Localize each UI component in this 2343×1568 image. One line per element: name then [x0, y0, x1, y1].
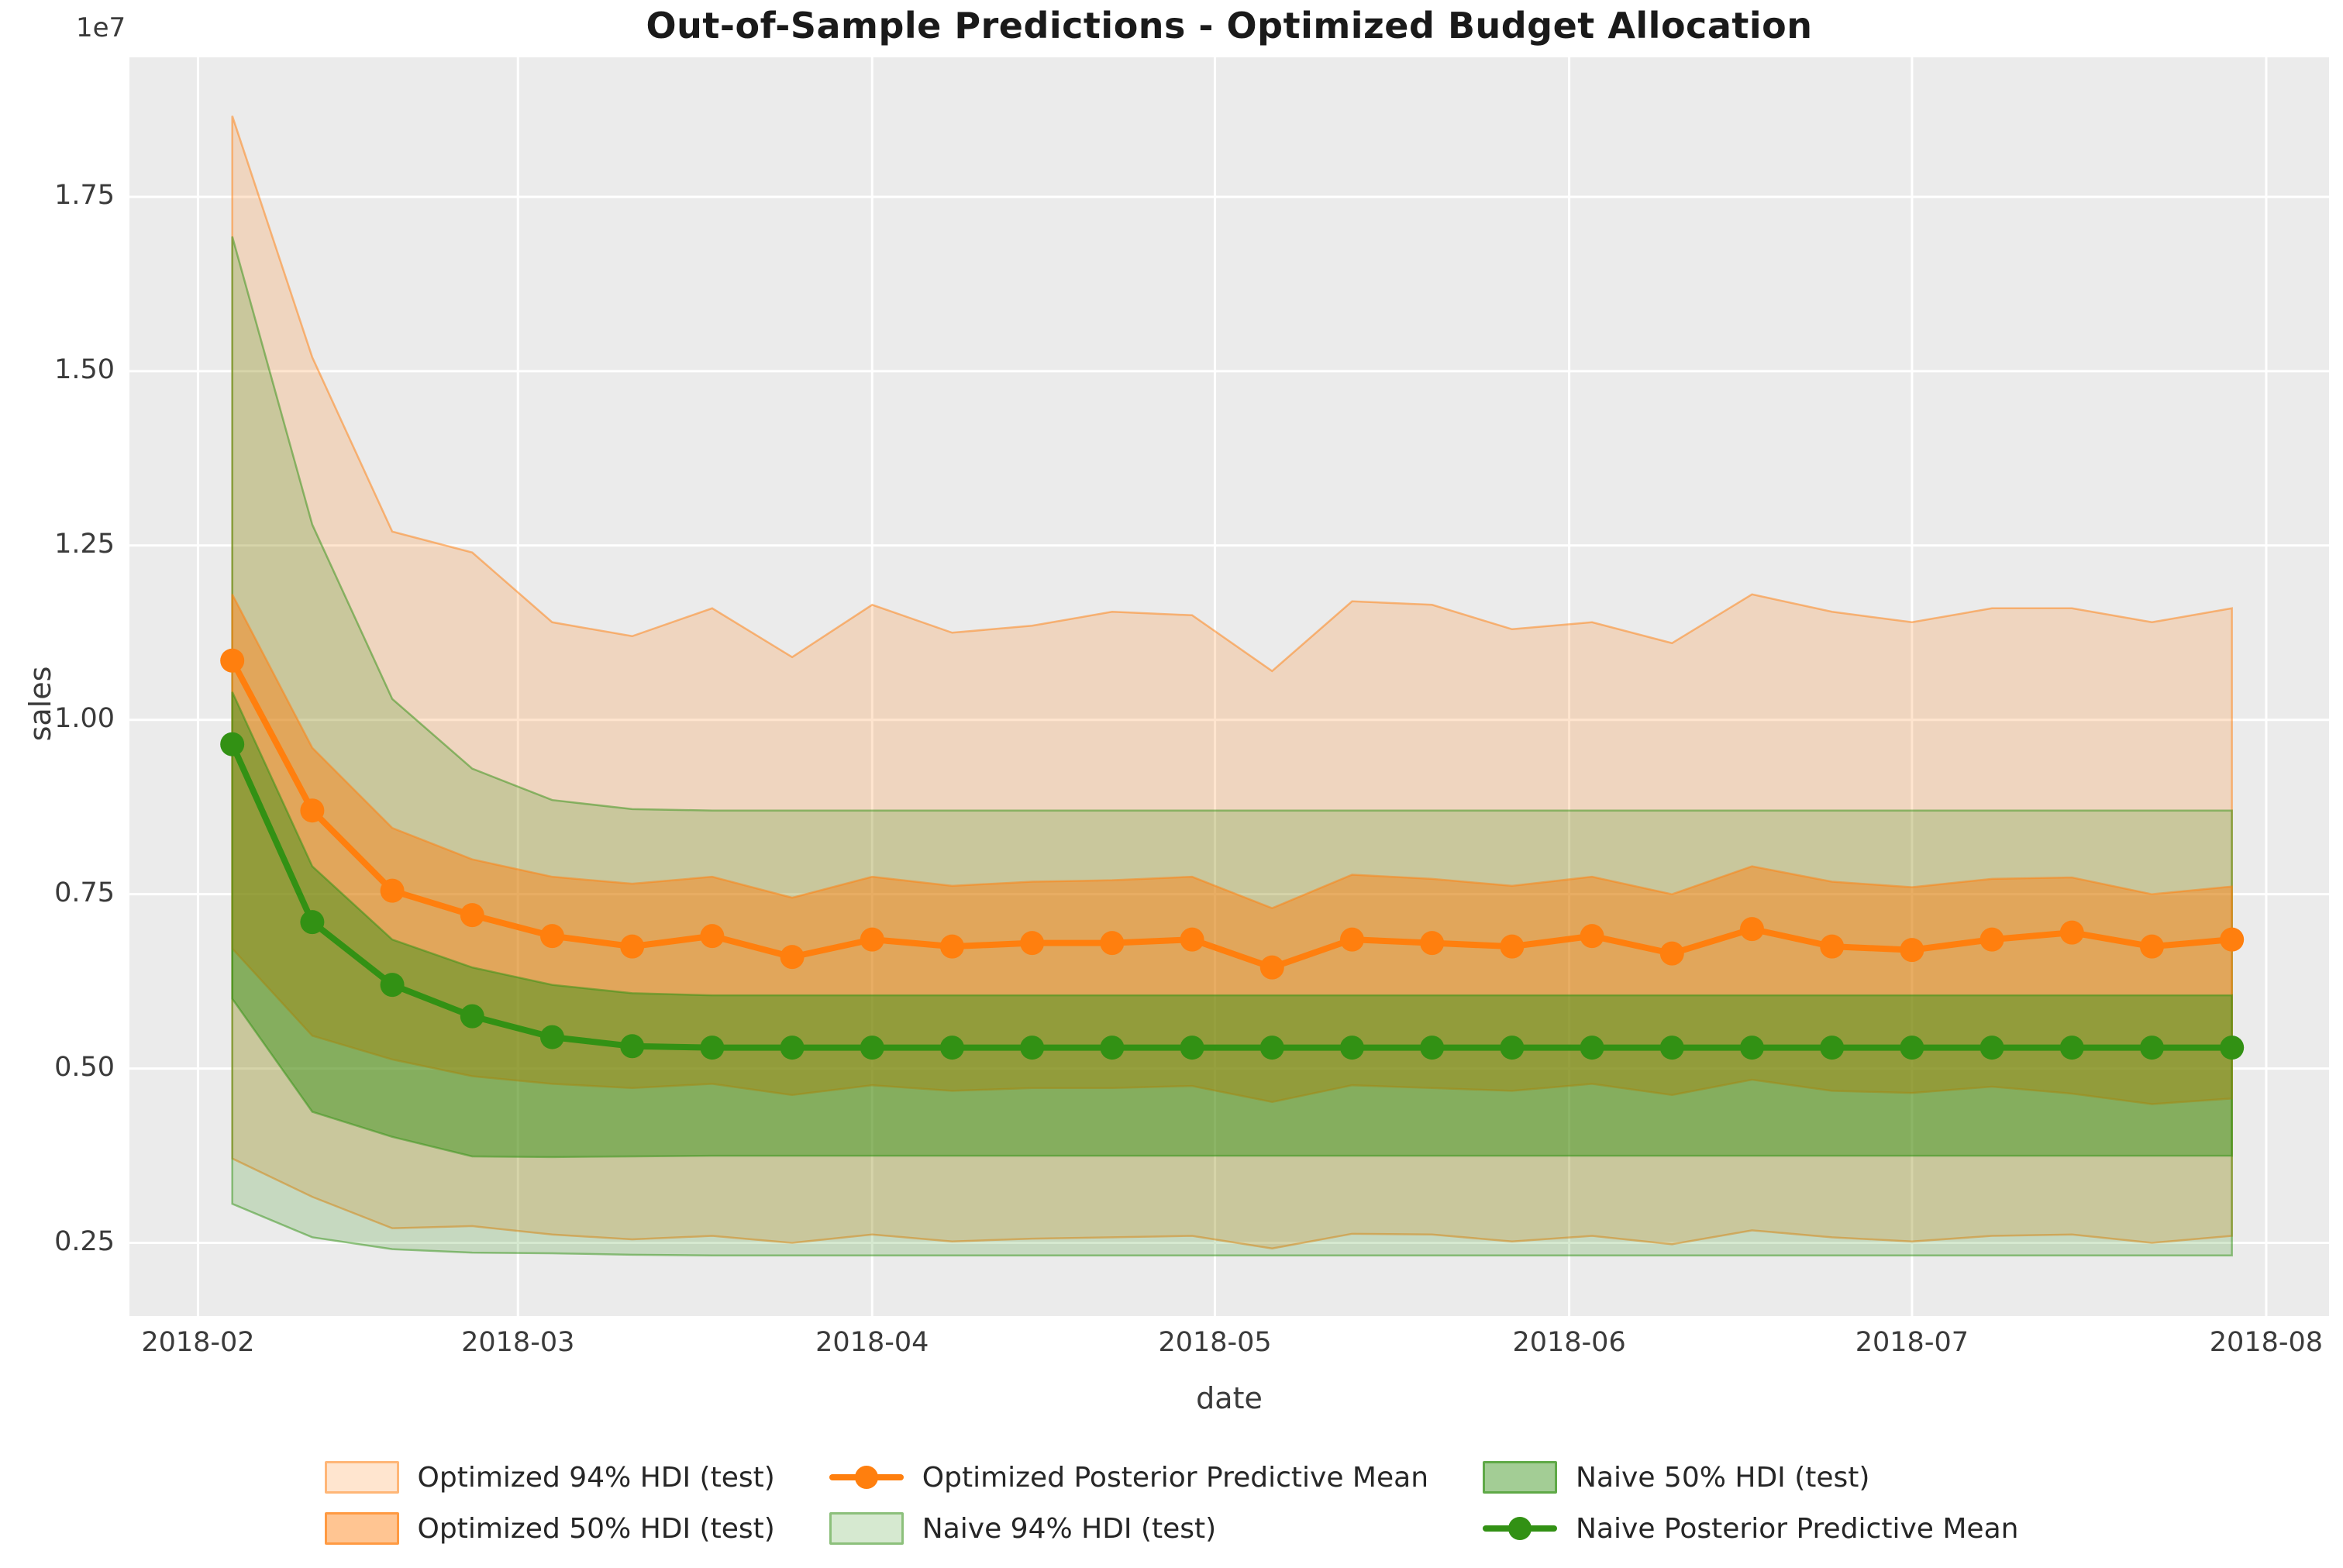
marker-naive-posterior-predictive-mean [1020, 1036, 1045, 1060]
marker-naive-posterior-predictive-mean [860, 1036, 884, 1060]
marker-naive-posterior-predictive-mean [1900, 1036, 1924, 1060]
marker-naive-posterior-predictive-mean [1339, 1036, 1364, 1060]
x-tick-label: 2018-02 [141, 1327, 255, 1358]
marker-naive-posterior-predictive-mean [620, 1034, 645, 1059]
line-naive-posterior-predictive-mean [229, 743, 2232, 1051]
marker-naive-posterior-predictive-mean [1100, 1036, 1125, 1060]
y-tick-label: 0.50 [54, 1051, 115, 1083]
marker-optimized-posterior-predictive-mean [380, 878, 405, 903]
x-tick-label: 2018-04 [815, 1327, 929, 1358]
legend-item-optimized-mean: Optimized Posterior Predictive Mean [829, 1457, 1428, 1497]
marker-naive-posterior-predictive-mean [539, 1025, 564, 1049]
plot-background [129, 57, 2329, 1316]
marker-naive-posterior-predictive-mean [1739, 1036, 1764, 1060]
legend-item-optimized-94-hdi: Optimized 94% HDI (test) [324, 1457, 775, 1497]
marker-optimized-posterior-predictive-mean [1339, 927, 1364, 952]
marker-optimized-posterior-predictive-mean [1180, 927, 1204, 952]
marker-naive-posterior-predictive-mean [2220, 1036, 2245, 1060]
marker-optimized-posterior-predictive-mean [780, 945, 805, 970]
marker-optimized-posterior-predictive-mean [460, 903, 484, 928]
marker-naive-posterior-predictive-mean [380, 973, 405, 998]
legend-swatch-naive-94-hdi [829, 1512, 904, 1545]
marker-naive-posterior-predictive-mean [2139, 1036, 2164, 1060]
legend-label: Naive 94% HDI (test) [922, 1512, 1217, 1545]
marker-optimized-posterior-predictive-mean [1100, 931, 1125, 956]
marker-optimized-posterior-predictive-mean [1820, 934, 1845, 959]
marker-naive-posterior-predictive-mean [1180, 1036, 1204, 1060]
x-axis-label: date [1196, 1381, 1263, 1415]
y-axis-offset-text: 1e7 [76, 12, 126, 43]
x-tick-label: 2018-07 [1855, 1327, 1969, 1358]
legend-label: Naive 50% HDI (test) [1576, 1461, 1870, 1494]
marker-naive-posterior-predictive-mean [780, 1036, 805, 1060]
marker-optimized-posterior-predictive-mean [1500, 934, 1525, 959]
y-tick-label: 1.75 [54, 179, 115, 211]
legend-swatch-optimized-94-hdi [324, 1461, 399, 1494]
marker-optimized-posterior-predictive-mean [1580, 924, 1604, 949]
marker-optimized-posterior-predictive-mean [2059, 920, 2084, 945]
marker-naive-posterior-predictive-mean [220, 732, 245, 756]
marker-optimized-posterior-predictive-mean [1020, 931, 1045, 956]
marker-optimized-posterior-predictive-mean [1659, 941, 1684, 966]
legend-item-naive-94-hdi: Naive 94% HDI (test) [829, 1508, 1428, 1549]
legend-swatch-naive-50-hdi [1483, 1461, 1558, 1494]
chart-title: Out-of-Sample Predictions - Optimized Bu… [646, 5, 1813, 47]
marker-optimized-posterior-predictive-mean [2220, 927, 2245, 952]
marker-optimized-posterior-predictive-mean [1420, 931, 1445, 956]
marker-optimized-posterior-predictive-mean [2139, 934, 2164, 959]
y-tick-label: 0.25 [54, 1225, 115, 1257]
band-naive-94-hdi-test [231, 236, 2233, 1256]
marker-naive-posterior-predictive-mean [1979, 1036, 2004, 1060]
marker-optimized-posterior-predictive-mean [539, 924, 564, 949]
marker-optimized-posterior-predictive-mean [620, 934, 645, 959]
marker-naive-posterior-predictive-mean [2059, 1036, 2084, 1060]
legend-label: Optimized Posterior Predictive Mean [922, 1461, 1429, 1494]
marker-naive-posterior-predictive-mean [1820, 1036, 1845, 1060]
marker-naive-posterior-predictive-mean [1259, 1036, 1284, 1060]
y-tick-label: 0.75 [54, 877, 115, 908]
y-tick-label: 1.50 [54, 353, 115, 385]
x-tick-label: 2018-03 [461, 1327, 575, 1358]
legend-item-optimized-50-hdi: Optimized 50% HDI (test) [324, 1508, 775, 1549]
band-naive-50-hdi-test [231, 691, 2233, 1159]
marker-naive-posterior-predictive-mean [1580, 1036, 1604, 1060]
x-tick-label: 2018-08 [2209, 1327, 2324, 1358]
legend-swatch-optimized-50-hdi [324, 1512, 399, 1545]
marker-optimized-posterior-predictive-mean [220, 648, 245, 673]
y-tick-label: 1.25 [54, 528, 115, 560]
legend-line-marker-optimized-icon [829, 1461, 904, 1494]
legend-label: Naive Posterior Predictive Mean [1576, 1512, 2019, 1545]
legend: Optimized 94% HDI (test) Optimized 50% H… [0, 1457, 2343, 1549]
marker-optimized-posterior-predictive-mean [1900, 938, 1924, 963]
y-tick-label: 1.00 [54, 702, 115, 734]
marker-naive-posterior-predictive-mean [300, 910, 325, 935]
x-tick-label: 2018-06 [1512, 1327, 1626, 1358]
marker-naive-posterior-predictive-mean [1659, 1036, 1684, 1060]
marker-optimized-posterior-predictive-mean [860, 927, 884, 952]
marker-naive-posterior-predictive-mean [460, 1004, 484, 1029]
legend-label: Optimized 50% HDI (test) [417, 1512, 775, 1545]
legend-line-marker-naive-icon [1483, 1512, 1558, 1545]
marker-naive-posterior-predictive-mean [1420, 1036, 1445, 1060]
legend-item-naive-50-hdi: Naive 50% HDI (test) [1483, 1457, 2018, 1497]
marker-optimized-posterior-predictive-mean [300, 798, 325, 823]
marker-optimized-posterior-predictive-mean [1259, 955, 1284, 980]
marker-optimized-posterior-predictive-mean [1739, 917, 1764, 942]
marker-optimized-posterior-predictive-mean [700, 924, 725, 949]
line-optimized-posterior-predictive-mean [229, 659, 2233, 971]
marker-naive-posterior-predictive-mean [700, 1036, 725, 1060]
marker-optimized-posterior-predictive-mean [1979, 927, 2004, 952]
marker-optimized-posterior-predictive-mean [939, 934, 964, 959]
legend-item-naive-mean: Naive Posterior Predictive Mean [1483, 1508, 2018, 1549]
legend-label: Optimized 94% HDI (test) [417, 1461, 775, 1494]
marker-naive-posterior-predictive-mean [939, 1036, 964, 1060]
marker-naive-posterior-predictive-mean [1500, 1036, 1525, 1060]
x-tick-label: 2018-05 [1158, 1327, 1272, 1358]
